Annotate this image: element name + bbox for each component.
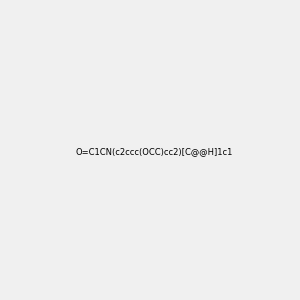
Text: O=C1CN(c2ccc(OCC)cc2)[C@@H]1c1: O=C1CN(c2ccc(OCC)cc2)[C@@H]1c1 <box>75 147 232 156</box>
